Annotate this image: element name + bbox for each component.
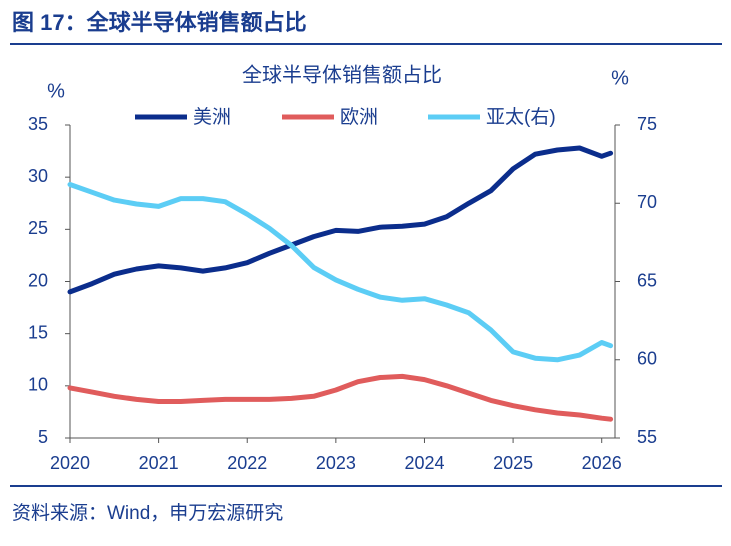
x-tick-label: 2023 [316,453,356,473]
y-tick-label: 25 [28,218,48,238]
legend-label: 欧洲 [340,106,378,128]
y-tick-label: 5 [38,427,48,447]
y2-tick-label: 65 [637,270,657,290]
x-tick-label: 2020 [50,453,90,473]
y-tick-label: 15 [28,322,48,342]
page-header: 图 17：全球半导体销售额占比 [12,10,307,35]
x-tick-label: 2021 [139,453,179,473]
y2-tick-label: 55 [637,427,657,447]
y2-tick-label: 60 [637,349,657,369]
series-line [67,373,614,422]
x-tick-label: 2025 [493,453,533,473]
series-line [67,182,614,363]
legend-label: 美洲 [193,106,231,128]
y2-tick-label: 70 [637,192,657,212]
x-tick-label: 2024 [404,453,444,473]
y-tick-label: 30 [28,166,48,186]
series-line [67,145,614,295]
x-tick-label: 2022 [227,453,267,473]
chart-title: 全球半导体销售额占比 [242,63,442,86]
y2-axis-label: % [611,67,629,89]
y-axis-label: % [47,80,65,102]
y2-tick-label: 75 [637,114,657,134]
legend-label: 亚太(右) [486,106,556,128]
x-tick-label: 2026 [582,453,622,473]
y-tick-label: 35 [28,114,48,134]
source-note: 资料来源：Wind，申万宏源研究 [12,502,283,524]
y-tick-label: 10 [28,375,48,395]
y-tick-label: 20 [28,270,48,290]
